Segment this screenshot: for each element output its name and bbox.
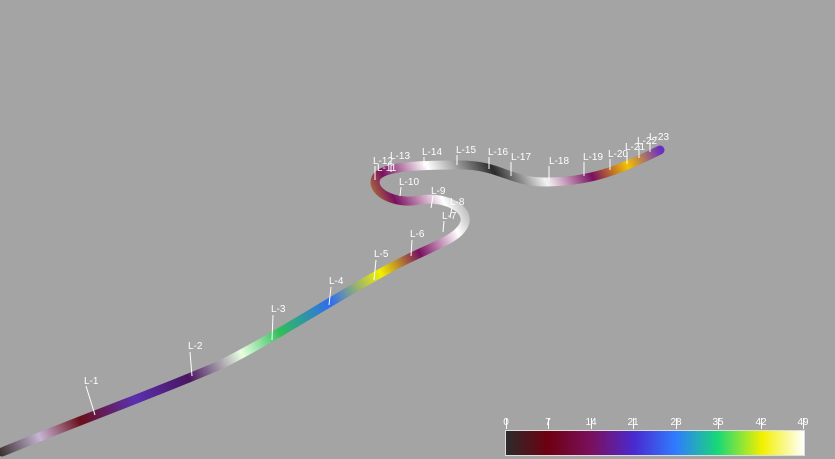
well-label-L-7: L-7 bbox=[442, 211, 457, 233]
colorbar-gradient bbox=[505, 430, 805, 456]
svg-text:L-12: L-12 bbox=[373, 156, 393, 167]
svg-text:L-20: L-20 bbox=[608, 149, 628, 160]
colorbar-tick-label: 49 bbox=[797, 417, 809, 428]
well-label-L-19: L-19 bbox=[583, 152, 603, 176]
svg-text:L-14: L-14 bbox=[422, 147, 442, 158]
colorbar-tick bbox=[803, 418, 804, 429]
svg-text:L-4: L-4 bbox=[329, 276, 344, 287]
well-label-L-17: L-17 bbox=[510, 152, 531, 176]
colorbar-tick-label: 21 bbox=[627, 417, 639, 428]
well-label-L-15: L-15 bbox=[456, 145, 476, 165]
well-label-L-13: L-13 bbox=[390, 151, 410, 172]
colorbar-tick bbox=[548, 418, 549, 429]
well-label-L-14: L-14 bbox=[422, 147, 442, 167]
wellbore-path[interactable] bbox=[0, 145, 665, 457]
svg-text:L-17: L-17 bbox=[511, 152, 531, 163]
well-label-L-2: L-2 bbox=[188, 341, 203, 377]
svg-text:L-13: L-13 bbox=[390, 151, 410, 162]
svg-text:L-15: L-15 bbox=[456, 145, 476, 156]
colorbar-tick bbox=[676, 418, 677, 429]
svg-text:L-3: L-3 bbox=[271, 304, 286, 315]
well-label-L-20: L-20 bbox=[608, 149, 628, 170]
svg-text:L-22: L-22 bbox=[637, 136, 657, 147]
well-label-L-16: L-16 bbox=[488, 147, 508, 169]
well-label-L-1: L-1 bbox=[84, 376, 99, 416]
colorbar-tick bbox=[591, 418, 592, 429]
well-label-L-6: L-6 bbox=[410, 229, 425, 257]
svg-text:L-5: L-5 bbox=[374, 249, 389, 260]
svg-text:L-7: L-7 bbox=[442, 211, 457, 222]
well-label-L-9: L-9 bbox=[430, 186, 446, 209]
well-label-L-21: L-21 bbox=[625, 142, 645, 164]
svg-text:L-8: L-8 bbox=[450, 197, 465, 208]
svg-text:L-2: L-2 bbox=[188, 341, 203, 352]
colorbar-tick-label: 14 bbox=[585, 417, 597, 428]
svg-text:L-11: L-11 bbox=[377, 163, 397, 174]
colorbar-tick bbox=[761, 418, 762, 429]
svg-text:L-6: L-6 bbox=[410, 229, 425, 240]
colorbar-tick-label: 28 bbox=[670, 417, 682, 428]
colorbar-tick bbox=[718, 418, 719, 429]
well-label-L-3: L-3 bbox=[271, 304, 286, 341]
colorbar-tick-label: 0 bbox=[503, 417, 509, 428]
well-label-L-11: L-11 bbox=[377, 163, 397, 174]
colorbar-tick-label: 7 bbox=[545, 417, 551, 428]
colorbar-tick-label: 42 bbox=[755, 417, 767, 428]
colorbar-tick bbox=[633, 418, 634, 429]
svg-text:L-10: L-10 bbox=[399, 177, 419, 188]
colorbar-tick-label: 35 bbox=[712, 417, 724, 428]
colorbar-tick bbox=[506, 418, 507, 429]
well-label-L-12: L-12 bbox=[373, 156, 393, 180]
well-label-L-5: L-5 bbox=[373, 249, 389, 281]
well-label-L-10: L-10 bbox=[399, 177, 419, 197]
svg-text:L-19: L-19 bbox=[583, 152, 603, 163]
svg-text:L-1: L-1 bbox=[84, 376, 99, 387]
svg-text:L-23: L-23 bbox=[649, 132, 669, 143]
well-label-L-8: L-8 bbox=[449, 197, 465, 219]
svg-text:L-18: L-18 bbox=[549, 156, 569, 167]
svg-text:L-21: L-21 bbox=[625, 142, 645, 153]
well-label-L-4: L-4 bbox=[328, 276, 344, 306]
svg-text:L-9: L-9 bbox=[431, 186, 446, 197]
well-label-L-18: L-18 bbox=[548, 156, 569, 181]
svg-text:L-16: L-16 bbox=[488, 147, 508, 158]
well-label-L-22: L-22 bbox=[637, 136, 657, 158]
well-label-L-23: L-23 bbox=[649, 132, 669, 152]
